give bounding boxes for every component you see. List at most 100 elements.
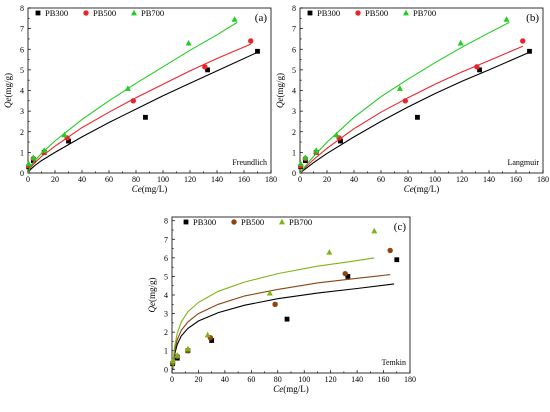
x-axis-unit: (mg/L) <box>142 184 168 194</box>
y-axis-unit: (mg/g) <box>3 73 13 98</box>
data-point-circle <box>83 10 89 16</box>
data-point-circle <box>248 38 254 44</box>
y-tick-label: 5 <box>20 66 24 75</box>
data-point-circle <box>342 270 348 277</box>
fit-curve <box>300 21 510 173</box>
data-point-triangle <box>169 357 176 364</box>
y-axis-label: Qe(mg/g) <box>275 73 285 108</box>
data-point-triangle <box>204 331 211 338</box>
model-label: Freundlich <box>232 158 267 167</box>
fit-curve <box>300 51 530 173</box>
x-axis-label: Ce(mg/L) <box>132 184 168 194</box>
data-point-triangle <box>371 227 378 234</box>
data-point-square <box>205 67 210 73</box>
x-axis-variable: Ce <box>404 184 414 194</box>
y-tick-label: 6 <box>20 45 24 54</box>
data-point-square <box>143 114 148 120</box>
series-pb700 <box>25 16 238 173</box>
y-tick-label: 8 <box>292 4 296 13</box>
x-tick-label: 120 <box>325 375 337 384</box>
chart-panel-2: 0 20 40 60 80 100 120 140 160 180 0 1 2 3 4 5 6 7 8 Ce(mg/L… <box>275 4 549 194</box>
legend-item-pb500: PB500 <box>83 8 116 18</box>
series-pb500 <box>169 247 393 369</box>
y-tick-label: 5 <box>292 66 296 75</box>
y-tick-label: 3 <box>164 310 168 319</box>
data-point-square <box>183 219 189 225</box>
data-point-triangle <box>25 160 32 167</box>
y-tick-label: 4 <box>20 87 24 96</box>
x-tick-label: 0 <box>298 175 302 184</box>
data-point-square <box>338 138 343 144</box>
chart-panel-3: 0 20 40 60 80 100 120 140 160 180 0 1 2 3 4 5 6 7 8 Ce(mg/L… <box>147 216 416 394</box>
legend-label: PB300 <box>45 8 68 18</box>
x-tick-label: 160 <box>378 375 390 384</box>
legend-label: PB700 <box>413 8 436 18</box>
series-pb500 <box>25 38 254 173</box>
series-pb300 <box>298 48 532 173</box>
fit-curve <box>28 21 238 173</box>
legend-item-pb700: PB700 <box>403 8 436 18</box>
y-axis-label: Qe(mg/g) <box>147 278 157 313</box>
data-point-circle <box>202 64 208 70</box>
data-point-square <box>527 48 532 54</box>
x-tick-label: 140 <box>483 175 495 184</box>
y-tick-label: 7 <box>20 25 24 34</box>
y-axis-label: Qe(mg/g) <box>3 73 13 108</box>
series-pb300 <box>170 257 400 370</box>
legend-label: PB700 <box>289 217 312 227</box>
data-point-square <box>307 10 313 16</box>
x-axis-variable: Ce <box>273 384 283 394</box>
y-tick-label: 1 <box>20 148 24 157</box>
x-tick-label: 60 <box>377 175 385 184</box>
x-tick-label: 60 <box>247 375 255 384</box>
x-tick-label: 100 <box>298 375 310 384</box>
legend-item-pb300: PB300 <box>35 8 68 18</box>
legend-item-pb300: PB300 <box>307 8 340 18</box>
data-point-triangle <box>396 85 403 91</box>
data-point-square <box>255 48 260 54</box>
x-tick-label: 180 <box>537 175 549 184</box>
x-axis-label: Ce(mg/L) <box>404 184 440 194</box>
data-point-triangle <box>131 9 137 16</box>
y-tick-label: 5 <box>164 272 168 281</box>
data-point-triangle <box>279 218 285 225</box>
legend-label: PB500 <box>93 8 116 18</box>
x-axis-label: Ce(mg/L) <box>273 384 309 394</box>
x-axis-variable: Ce <box>132 184 142 194</box>
legend-label: PB500 <box>241 217 264 227</box>
x-axis-unit: (mg/L) <box>283 384 309 394</box>
x-tick-label: 0 <box>170 375 174 384</box>
x-tick-label: 80 <box>404 175 412 184</box>
x-tick-label: 80 <box>274 375 282 384</box>
y-tick-label: 8 <box>164 217 168 226</box>
fit-curve <box>28 43 252 173</box>
data-point-square <box>477 67 482 73</box>
x-tick-label: 140 <box>211 175 223 184</box>
data-point-circle <box>520 38 526 44</box>
data-point-square <box>35 10 41 16</box>
y-tick-label: 2 <box>292 128 296 137</box>
x-tick-label: 120 <box>456 175 468 184</box>
data-point-circle <box>474 64 480 70</box>
x-tick-label: 100 <box>429 175 441 184</box>
data-point-square <box>415 114 420 120</box>
data-point-triangle <box>124 85 131 91</box>
data-point-square <box>209 338 215 343</box>
x-tick-label: 120 <box>184 175 196 184</box>
x-tick-label: 20 <box>194 375 202 384</box>
y-tick-label: 2 <box>164 328 168 337</box>
x-tick-label: 60 <box>105 175 113 184</box>
data-point-circle <box>402 98 408 104</box>
y-axis-unit: (mg/g) <box>147 278 157 303</box>
data-point-circle <box>387 247 393 254</box>
y-tick-label: 2 <box>20 128 24 137</box>
y-tick-label: 4 <box>292 87 296 96</box>
data-point-triangle <box>185 39 192 46</box>
y-tick-label: 7 <box>292 25 296 34</box>
x-tick-label: 40 <box>221 375 229 384</box>
data-point-triangle <box>403 9 409 16</box>
legend-label: PB500 <box>365 8 388 18</box>
legend-item-pb700: PB700 <box>131 8 164 18</box>
data-point-triangle <box>41 147 48 153</box>
